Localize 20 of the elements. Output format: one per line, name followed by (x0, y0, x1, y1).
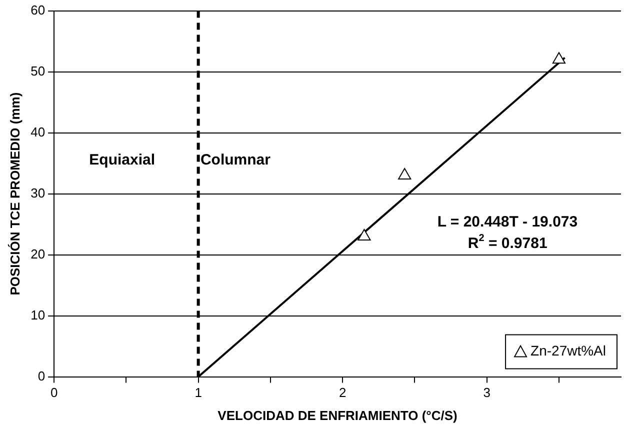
y-tick-label: 30 (30, 185, 46, 200)
annotation: L = 20.448T - 19.073 (437, 214, 578, 231)
x-tick-label: 0 (50, 385, 58, 400)
y-tick-label: 60 (30, 2, 46, 18)
x-tick-label: 3 (483, 385, 490, 400)
y-tick-label: 0 (38, 368, 46, 384)
y-tick-label: 10 (30, 307, 46, 322)
x-tick-label: 2 (338, 385, 346, 400)
y-tick-label: 40 (30, 124, 46, 140)
annotation: Equiaxial (89, 152, 156, 169)
y-axis-title: POSICIÓN TCE PROMEDIO (mm) (7, 92, 22, 296)
y-tick-label: 20 (30, 246, 46, 262)
y-tick-label: 50 (30, 63, 46, 78)
point (358, 229, 371, 240)
x-axis-title: VELOCIDAD DE ENFRIAMIENTO (°C/S) (218, 408, 458, 423)
point (398, 168, 412, 180)
legend-label: Zn-27wt%Al (530, 342, 606, 359)
point (552, 52, 566, 64)
x-tick-label: 1 (194, 385, 202, 400)
annotation: Columnar (200, 152, 271, 169)
